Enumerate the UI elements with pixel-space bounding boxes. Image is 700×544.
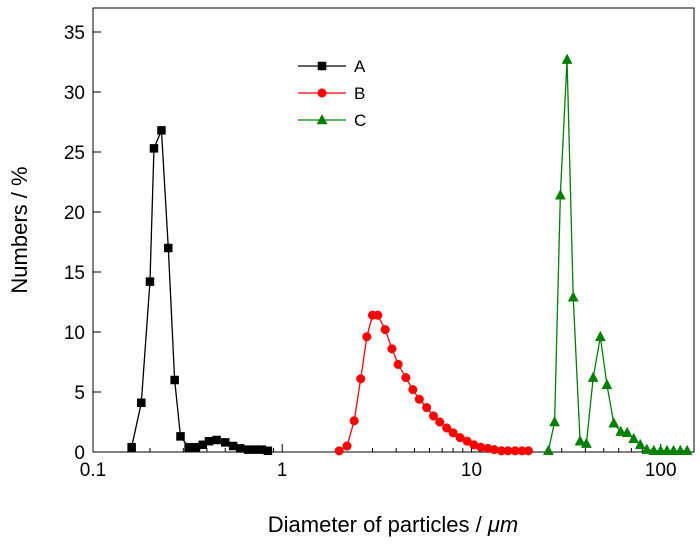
- series-c-point: [594, 330, 606, 342]
- series-b-point: [401, 373, 411, 383]
- series-a-point: [235, 444, 245, 453]
- series-c-point: [608, 417, 620, 428]
- series-a-point: [212, 435, 221, 445]
- series-c-point: [561, 53, 573, 64]
- series-b-point: [349, 416, 359, 426]
- series-c-point: [615, 425, 627, 436]
- x-tick-label: 1: [277, 460, 288, 481]
- series-a-point: [184, 442, 193, 452]
- series-a-line: [130, 130, 269, 452]
- series-c-point: [587, 371, 599, 382]
- y-tick-label: 10: [64, 323, 85, 344]
- series-layer: [127, 53, 693, 456]
- y-tick-label: 25: [64, 143, 85, 164]
- series-a: [127, 126, 273, 456]
- series-b-point: [387, 344, 397, 354]
- legend: ABC: [298, 57, 366, 130]
- series-c-point: [580, 437, 592, 448]
- series-c-point: [674, 444, 686, 456]
- y-tick-label: 15: [64, 263, 85, 284]
- series-a-point: [263, 446, 273, 456]
- series-c-point: [668, 444, 679, 456]
- series-a-point: [149, 144, 159, 153]
- series-b-point: [428, 411, 439, 421]
- series-c-point: [661, 444, 673, 456]
- series-a-point: [204, 436, 214, 446]
- series-a-point: [164, 243, 173, 253]
- x-tick-label: 0.1: [80, 460, 106, 481]
- series-b-point: [523, 446, 533, 456]
- series-c-point: [634, 438, 646, 450]
- series-a-point: [157, 126, 166, 135]
- series-c-point: [574, 435, 586, 446]
- series-c-point: [542, 444, 554, 456]
- series-b-point: [448, 428, 458, 438]
- y-tick-label: 0: [74, 443, 85, 464]
- series-c-point: [554, 189, 566, 200]
- x-axis-title-unit: μm: [487, 512, 518, 537]
- series-c-point: [549, 415, 560, 427]
- series-a-point: [228, 441, 238, 451]
- y-tick-label: 20: [64, 203, 85, 224]
- series-a-point: [127, 442, 136, 452]
- series-c-point: [681, 444, 693, 456]
- y-tick-label: 30: [64, 83, 85, 104]
- series-b-point: [414, 394, 424, 404]
- legend-item-c: C: [298, 111, 366, 130]
- series-b-point: [373, 310, 383, 320]
- series-b-point: [408, 385, 418, 395]
- series-c-line: [547, 59, 688, 452]
- y-axis-ticks: 0 5 10 15 20 25 30 35: [64, 23, 101, 464]
- x-axis-title: Diameter of particles / μm: [268, 512, 518, 537]
- series-b-point: [356, 374, 366, 384]
- plot-area-frame: [92, 7, 695, 453]
- series-a-point: [243, 445, 253, 454]
- legend-label-c: C: [354, 111, 366, 130]
- series-b-point: [435, 417, 445, 427]
- series-a-point: [176, 432, 185, 441]
- series-c-point: [648, 444, 660, 456]
- series-a-point: [145, 277, 155, 286]
- series-b-point: [442, 423, 452, 433]
- legend-item-b: B: [298, 84, 365, 103]
- series-b-point: [362, 332, 372, 342]
- series-a-point: [170, 375, 179, 385]
- series-a-point: [137, 398, 146, 408]
- x-tick-label: 100: [645, 460, 677, 481]
- series-b-point: [393, 359, 403, 369]
- series-c-point: [621, 426, 633, 438]
- series-b: [334, 310, 533, 456]
- series-c-point: [601, 378, 613, 390]
- y-tick-label: 5: [74, 383, 85, 404]
- x-tick-label: 10: [461, 460, 482, 481]
- legend-label-a: A: [354, 57, 366, 76]
- series-b-point: [334, 446, 344, 456]
- series-c-point: [641, 443, 653, 454]
- legend-marker-b: [317, 88, 327, 98]
- x-axis-title-text: Diameter of particles /: [268, 512, 488, 537]
- legend-item-a: A: [298, 57, 366, 76]
- series-c: [542, 53, 693, 456]
- legend-marker-a: [317, 61, 327, 71]
- series-b-point: [342, 441, 352, 451]
- series-c-point: [567, 291, 579, 302]
- series-c-point: [628, 432, 640, 444]
- legend-label-b: B: [354, 84, 365, 103]
- series-b-point: [422, 403, 432, 413]
- series-a-point: [221, 438, 230, 447]
- series-b-point: [455, 433, 465, 443]
- y-tick-label: 35: [64, 23, 85, 44]
- x-axis-ticks: 0.1 1 10 100: [80, 444, 677, 481]
- legend-marker-c: [316, 113, 328, 125]
- y-axis-title: Numbers / %: [7, 166, 32, 293]
- series-b-point: [380, 325, 390, 335]
